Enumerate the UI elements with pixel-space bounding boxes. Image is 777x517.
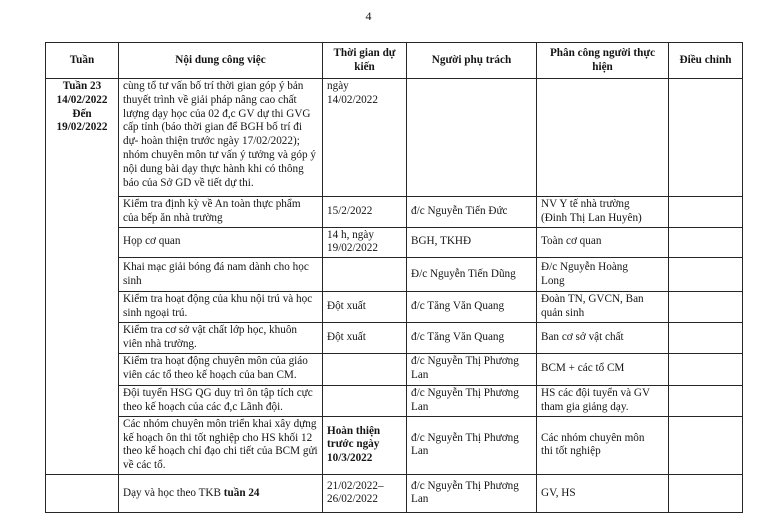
lead-cell: đ/c Nguyễn Thị Phương Lan xyxy=(406,415,537,475)
time-cell: Đột xuất xyxy=(322,321,407,354)
week-cell: Tuần 23 14/02/2022 Đến 19/02/2022 xyxy=(45,78,119,475)
assign-cell: Toàn cơ quan xyxy=(536,226,669,259)
content-cell: Kiểm tra cơ sở vật chất lớp học, khuôn v… xyxy=(118,321,323,354)
adjust-cell xyxy=(668,257,743,293)
header-content: Nội dung công việc xyxy=(118,42,323,79)
time-cell xyxy=(322,257,407,293)
content-cell: Kiểm tra hoạt động chuyên môn của giáo v… xyxy=(118,352,323,386)
assign-cell: BCM + các tổ CM xyxy=(536,352,669,386)
content-cell: Khai mạc giải bóng đá nam dành cho học s… xyxy=(118,257,323,293)
table-row: Các nhóm chuyên môn triển khai xây dựng … xyxy=(46,415,743,475)
time-cell xyxy=(322,352,407,386)
assign-cell: Ban cơ sở vật chất xyxy=(536,321,669,354)
time-cell: Hoàn thiện trước ngày 10/3/2022 xyxy=(322,415,407,475)
header-time: Thời gian dự kiến xyxy=(322,42,407,79)
assign-cell: Đoàn TN, GVCN, Ban quản sinh xyxy=(536,291,669,323)
table-row: Kiểm tra định kỳ về An toàn thực phẩm củ… xyxy=(46,196,743,228)
adjust-cell xyxy=(668,473,743,513)
lead-cell: đ/c Nguyễn Thị Phương Lan xyxy=(406,473,537,513)
assign-cell: NV Y tế nhà trường (Đinh Thị Lan Huyên) xyxy=(536,196,669,228)
time-cell: 14 h, ngày 19/02/2022 xyxy=(322,226,407,259)
lead-cell: đ/c Nguyễn Tiến Đức xyxy=(406,196,537,228)
assign-cell: GV, HS xyxy=(536,473,669,513)
content-cell: Các nhóm chuyên môn triển khai xây dựng … xyxy=(118,415,323,475)
header-adjust: Điều chỉnh xyxy=(668,42,743,79)
lead-cell xyxy=(406,78,537,197)
content-cell: Dạy và học theo TKB tuần 24 xyxy=(118,473,323,513)
adjust-cell xyxy=(668,291,743,323)
page-number: 4 xyxy=(365,9,372,23)
lead-cell: đ/c Nguyễn Thị Phương Lan xyxy=(406,352,537,386)
time-cell xyxy=(322,384,407,417)
content-text-bold: tuần 24 xyxy=(223,486,260,499)
header-assign: Phân công người thực hiện xyxy=(536,42,669,79)
lead-cell: BGH, TKHĐ xyxy=(406,226,537,259)
content-cell: Kiểm tra hoạt động của khu nội trú và họ… xyxy=(118,291,323,323)
table-row: Họp cơ quan 14 h, ngày 19/02/2022 BGH, T… xyxy=(46,226,743,259)
adjust-cell xyxy=(668,415,743,475)
time-cell: ngày 14/02/2022 xyxy=(322,78,407,197)
adjust-cell xyxy=(668,78,743,197)
adjust-cell xyxy=(668,321,743,354)
content-cell: cùng tổ tư vấn bố trí thời gian góp ý bả… xyxy=(118,78,323,197)
content-cell: Đội tuyển HSG QG duy trì ôn tập tích cực… xyxy=(118,384,323,417)
table-row: Kiểm tra hoạt động chuyên môn của giáo v… xyxy=(46,352,743,386)
time-cell: Đột xuất xyxy=(322,291,407,323)
table-row: Kiểm tra cơ sở vật chất lớp học, khuôn v… xyxy=(46,321,743,354)
weekly-schedule-table: Tuần Nội dung công việc Thời gian dự kiế… xyxy=(45,42,743,513)
table-row: Khai mạc giải bóng đá nam dành cho học s… xyxy=(46,257,743,293)
adjust-cell xyxy=(668,226,743,259)
assign-cell: Đ/c Nguyễn Hoàng Long xyxy=(536,257,669,293)
lead-cell: đ/c Tăng Văn Quang xyxy=(406,321,537,354)
header-lead: Người phụ trách xyxy=(406,42,537,79)
content-cell: Kiểm tra định kỳ về An toàn thực phẩm củ… xyxy=(118,196,323,228)
content-text: Dạy và học theo TKB xyxy=(123,486,224,499)
content-cell: Họp cơ quan xyxy=(118,226,323,259)
header-row: Tuần Nội dung công việc Thời gian dự kiế… xyxy=(45,42,743,79)
table-row: Dạy và học theo TKB tuần 24 21/02/2022– … xyxy=(45,473,743,513)
assign-cell: Các nhóm chuyên môn thi tốt nghiệp xyxy=(536,415,669,475)
time-cell: 15/2/2022 xyxy=(322,196,407,228)
lead-cell: đ/c Nguyễn Thị Phương Lan xyxy=(406,384,537,417)
lead-cell: đ/c Tăng Văn Quang xyxy=(406,291,537,323)
week-cell-empty xyxy=(45,473,119,513)
table-row: Đội tuyển HSG QG duy trì ôn tập tích cực… xyxy=(46,384,743,417)
assign-cell xyxy=(536,78,669,197)
adjust-cell xyxy=(668,384,743,417)
assign-cell: HS các đội tuyển và GV tham gia giảng dạ… xyxy=(536,384,669,417)
adjust-cell xyxy=(668,352,743,386)
table-row: Kiểm tra hoạt động của khu nội trú và họ… xyxy=(46,291,743,323)
adjust-cell xyxy=(668,196,743,228)
time-cell: 21/02/2022– 26/02/2022 xyxy=(322,473,407,513)
lead-cell: Đ/c Nguyễn Tiến Dũng xyxy=(406,257,537,293)
header-week: Tuần xyxy=(45,42,119,79)
table-row: Tuần 23 14/02/2022 Đến 19/02/2022 cùng t… xyxy=(45,78,743,475)
